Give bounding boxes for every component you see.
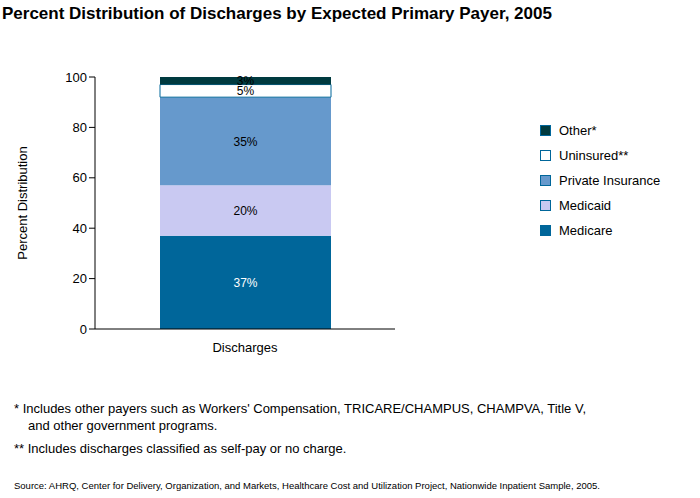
svg-text:0: 0 <box>80 322 87 337</box>
html-text:Other*: Other* <box>559 123 597 138</box>
svg-text:40: 40 <box>73 221 87 236</box>
svg-text:20%: 20% <box>233 204 257 218</box>
html-text:** Includes discharges classif: ** Includes discharges classified as sel… <box>14 441 347 456</box>
svg-text:80: 80 <box>73 120 87 135</box>
html-text:Uninsured**: Uninsured** <box>559 148 629 163</box>
svg-text:100: 100 <box>65 70 87 85</box>
svg-text:35%: 35% <box>233 135 257 149</box>
html-text:Percent Distribution of Discha: Percent Distribution of Discharges by Ex… <box>2 4 552 23</box>
svg-text:20: 20 <box>73 271 87 286</box>
html-text:Private Insurance: Private Insurance <box>559 173 661 188</box>
html-text:Medicare: Medicare <box>559 223 613 238</box>
html-text:* Includes other payers such a: * Includes other payers such as Workers'… <box>14 401 586 416</box>
svg-text:Percent Distribution: Percent Distribution <box>15 146 30 259</box>
svg-text:3%: 3% <box>237 74 255 88</box>
svg-text:Discharges: Discharges <box>212 340 278 355</box>
html-text:Source: AHRQ, Center for Deliv: Source: AHRQ, Center for Delivery, Organ… <box>14 480 600 491</box>
svg-text:60: 60 <box>73 170 87 185</box>
html-text:and other government programs.: and other government programs. <box>28 418 218 433</box>
html-text:Medicaid: Medicaid <box>559 198 611 213</box>
svg-text:5%: 5% <box>236 84 255 99</box>
svg-text:37%: 37% <box>233 276 257 290</box>
